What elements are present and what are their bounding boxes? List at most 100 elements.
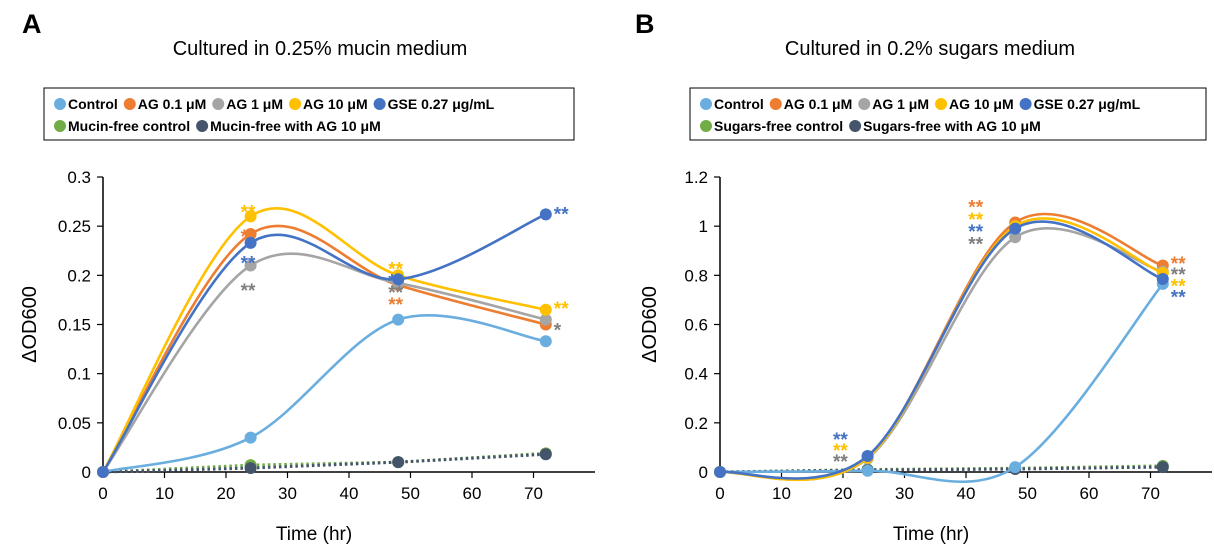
x-tick-label: 30 xyxy=(278,484,297,503)
series-0 xyxy=(714,277,1169,483)
series-line xyxy=(101,207,547,473)
data-point xyxy=(861,450,874,463)
legend-label: Sugars-free with AG 10 μM xyxy=(863,118,1041,134)
significance-mark: ** xyxy=(968,198,983,219)
y-tick-label: 0 xyxy=(699,463,708,482)
legend-label: Control xyxy=(68,96,118,112)
x-tick-label: 40 xyxy=(340,484,359,503)
legend-marker xyxy=(54,98,66,110)
x-tick-label: 70 xyxy=(1141,484,1160,503)
data-point xyxy=(1009,222,1022,235)
data-point xyxy=(392,456,405,469)
y-tick-label: 0.2 xyxy=(67,266,91,285)
significance-mark: * xyxy=(554,321,562,342)
significance-mark: ** xyxy=(968,210,983,231)
significance-mark: ** xyxy=(554,204,569,225)
y-tick-label: 0.2 xyxy=(684,414,708,433)
data-point xyxy=(539,303,552,316)
series-0 xyxy=(97,313,552,478)
legend-marker xyxy=(700,98,712,110)
data-point xyxy=(244,259,257,272)
significance-mark: ** xyxy=(1171,254,1186,275)
y-tick-label: 0.6 xyxy=(684,316,708,335)
legend-label: Control xyxy=(714,96,764,112)
significance-mark: ** xyxy=(241,254,256,275)
legend-marker xyxy=(769,98,782,110)
significance-mark: ** xyxy=(833,452,848,473)
legend-marker xyxy=(373,98,386,110)
x-tick-label: 0 xyxy=(715,484,724,503)
significance-mark: ** xyxy=(241,227,256,248)
significance-mark: ** xyxy=(388,295,403,316)
legend-label: AG 10 μM xyxy=(949,96,1014,112)
series-line xyxy=(101,252,547,473)
x-tick-label: 0 xyxy=(98,484,107,503)
legend-label: AG 1 μM xyxy=(872,96,929,112)
series-3 xyxy=(714,217,1169,481)
legend: Control AG 0.1 μM AG 1 μM AG 10 μM GSE 0.27 … xyxy=(43,87,575,141)
significance-mark: ** xyxy=(833,441,848,462)
x-axis-title: Time (hr) xyxy=(276,524,352,545)
y-tick-label: 0.05 xyxy=(58,414,91,433)
data-point xyxy=(539,208,552,221)
data-point xyxy=(97,466,109,478)
data-point xyxy=(244,462,257,475)
x-tick-label: 20 xyxy=(834,484,853,503)
legend-marker xyxy=(1019,98,1032,110)
significance-mark: ** xyxy=(554,299,569,320)
significance-mark: ** xyxy=(968,222,983,243)
data-point xyxy=(539,313,552,326)
data-point xyxy=(244,236,257,249)
legend-label: Mucin-free with AG 10 μM xyxy=(210,118,381,134)
legend-marker xyxy=(700,120,712,132)
legend-box xyxy=(689,87,1207,141)
series-line xyxy=(101,224,547,473)
y-tick-label: 1.2 xyxy=(684,168,708,187)
legend-label: AG 1 μM xyxy=(226,96,283,112)
y-tick-label: 0.8 xyxy=(684,266,708,285)
significance-mark: ** xyxy=(833,430,848,451)
x-tick-label: 20 xyxy=(217,484,236,503)
data-point xyxy=(244,228,257,241)
legend-label: GSE 0.27 μg/mL xyxy=(1034,96,1141,112)
data-point xyxy=(539,335,552,348)
panel-a: A Cultured in 0.25% mucin medium Control AG… xyxy=(19,9,595,545)
x-tick-label: 70 xyxy=(524,484,543,503)
x-tick-label: 30 xyxy=(895,484,914,503)
data-point xyxy=(244,210,257,223)
legend-marker xyxy=(289,98,302,110)
y-tick-label: 1 xyxy=(699,217,708,236)
legend-marker xyxy=(212,98,225,110)
significance-mark: ** xyxy=(388,260,403,281)
series-line xyxy=(719,217,1164,481)
x-tick-label: 50 xyxy=(1018,484,1037,503)
y-tick-label: 0.3 xyxy=(67,168,91,187)
data-point xyxy=(1009,231,1022,244)
legend-label: AG 10 μM xyxy=(303,96,368,112)
series-line xyxy=(719,227,1164,481)
legend: Control AG 0.1 μM AG 1 μM AG 10 μM GSE 0.27 … xyxy=(689,87,1207,141)
y-axis-title: ΔOD600 xyxy=(639,286,661,363)
legend-box xyxy=(43,87,575,141)
series-line xyxy=(719,220,1164,480)
significance-mark: ** xyxy=(968,234,983,255)
data-point xyxy=(392,273,405,286)
data-point xyxy=(1156,461,1169,474)
panel-label: B xyxy=(635,9,655,39)
significance-mark: ** xyxy=(388,271,403,292)
y-tick-label: 0.25 xyxy=(58,217,91,236)
panel-b: B Cultured in 0.2% sugars medium Control AG… xyxy=(635,9,1212,545)
legend-label: GSE 0.27 μg/mL xyxy=(388,96,495,112)
chart-title: Cultured in 0.2% sugars medium xyxy=(785,38,1075,60)
series-1 xyxy=(97,224,552,478)
x-tick-label: 40 xyxy=(957,484,976,503)
legend-marker xyxy=(849,120,862,132)
legend-marker xyxy=(196,120,209,132)
x-tick-label: 10 xyxy=(772,484,791,503)
series-line xyxy=(102,452,546,474)
legend-marker xyxy=(858,98,871,110)
series-line xyxy=(719,283,1164,483)
significance-mark: ** xyxy=(241,281,256,302)
